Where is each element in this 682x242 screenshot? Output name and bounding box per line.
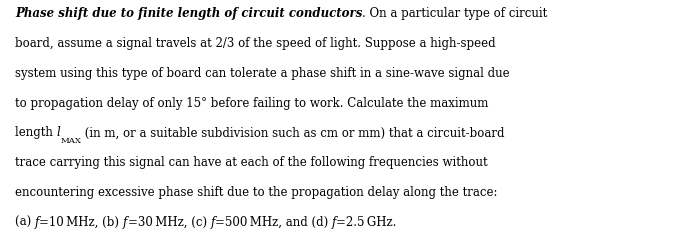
Text: =10 MHz, (b): =10 MHz, (b) (40, 216, 123, 229)
Text: =2.5 GHz.: =2.5 GHz. (336, 216, 396, 229)
Text: trace carrying this signal can have at each of the following frequencies without: trace carrying this signal can have at e… (15, 156, 488, 169)
Text: (a): (a) (15, 216, 35, 229)
Text: =30 MHz, (c): =30 MHz, (c) (128, 216, 210, 229)
Text: board, assume a signal travels at 2/3 of the speed of light. Suppose a high-spee: board, assume a signal travels at 2/3 of… (15, 37, 496, 50)
Text: (in m, or a suitable subdivision such as cm or mm) that a circuit-board: (in m, or a suitable subdivision such as… (81, 126, 505, 139)
Text: f: f (123, 216, 128, 229)
Text: MAX: MAX (61, 137, 81, 145)
Text: length: length (15, 126, 57, 139)
Text: encountering excessive phase shift due to the propagation delay along the trace:: encountering excessive phase shift due t… (15, 186, 497, 199)
Text: f: f (331, 216, 336, 229)
Text: Phase shift due to finite length of circuit conductors: Phase shift due to finite length of circ… (15, 7, 362, 20)
Text: f: f (210, 216, 215, 229)
Text: . On a particular type of circuit: . On a particular type of circuit (362, 7, 548, 20)
Text: =500 MHz, and (d): =500 MHz, and (d) (215, 216, 331, 229)
Text: system using this type of board can tolerate a phase shift in a sine-wave signal: system using this type of board can tole… (15, 67, 509, 80)
Text: to propagation delay of only 15° before failing to work. Calculate the maximum: to propagation delay of only 15° before … (15, 97, 488, 110)
Text: f: f (35, 216, 40, 229)
Text: l: l (57, 126, 61, 139)
